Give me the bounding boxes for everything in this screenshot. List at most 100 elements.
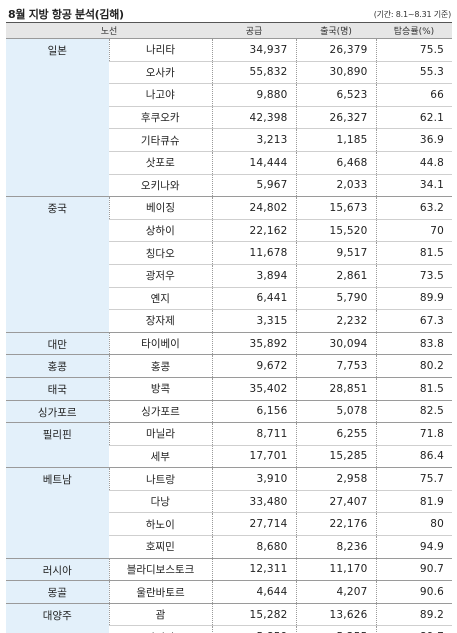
load-factor-cell: 83.8 <box>375 332 452 356</box>
passengers-cell: 26,327 <box>295 106 376 130</box>
region-cell: 몽골 <box>6 580 109 604</box>
table-row: 삿포로 14,444 6,468 44.8 <box>6 151 452 175</box>
city-cell: 세부 <box>109 445 212 469</box>
city-cell: 다낭 <box>109 490 212 514</box>
city-cell: 오키나와 <box>109 174 212 198</box>
table-row: 나고야 9,880 6,523 66 <box>6 83 452 107</box>
supply-cell: 3,894 <box>211 264 296 288</box>
supply-cell: 15,282 <box>211 603 296 627</box>
load-factor-cell: 55.3 <box>375 61 452 85</box>
passengers-cell: 15,520 <box>295 219 376 243</box>
passengers-cell: 15,285 <box>295 445 376 469</box>
table-row: 오사카 55,832 30,890 55.3 <box>6 61 452 85</box>
region-cell: 대만 <box>6 332 109 356</box>
passengers-cell: 6,468 <box>295 151 376 175</box>
table-row: 대만 타이베이 35,892 30,094 83.8 <box>6 332 452 356</box>
table-row: 대양주 괌 15,282 13,626 89.2 <box>6 603 452 633</box>
supply-cell: 27,714 <box>211 512 296 537</box>
load-factor-cell: 71.8 <box>375 422 452 446</box>
load-factor-cell: 66 <box>375 83 452 107</box>
city-cell: 상하이 <box>109 219 212 243</box>
supply-cell: 3,315 <box>211 309 296 333</box>
supply-cell: 33,480 <box>211 490 296 514</box>
table-row: 하노이 27,714 22,176 80 <box>6 512 452 537</box>
table-row: 태국 방콕 35,402 28,851 81.5 <box>6 377 452 401</box>
supply-cell: 5,967 <box>211 174 296 198</box>
city-cell: 타이베이 <box>108 332 212 356</box>
city-cell: 나고야 <box>109 83 212 107</box>
passengers-cell: 5,790 <box>295 287 376 311</box>
passengers-cell: 9,517 <box>295 241 376 265</box>
page-title: 8월 지방 항공 분석(김해) <box>8 8 124 21</box>
city-cell: 괌 <box>108 603 212 627</box>
table-row: 일본 나리타 34,937 26,379 75.5 <box>6 38 452 198</box>
header-load-factor: 탑승률(%) <box>376 22 452 39</box>
table-row: 칭다오 11,678 9,517 81.5 <box>6 241 452 265</box>
load-factor-cell: 80 <box>375 512 452 537</box>
region-cell: 필리핀 <box>6 422 109 469</box>
city-cell: 블라디보스토크 <box>108 558 212 582</box>
supply-cell: 11,678 <box>211 241 296 265</box>
supply-cell: 55,832 <box>211 61 296 85</box>
table-row: 호찌민 8,680 8,236 94.9 <box>6 535 452 559</box>
supply-cell: 22,162 <box>211 219 296 243</box>
passengers-cell: 8,236 <box>295 535 376 559</box>
passengers-cell: 2,232 <box>295 309 376 333</box>
table-row: 사이판5,8595,25589.7 <box>6 625 452 633</box>
passengers-cell: 6,523 <box>295 83 376 107</box>
passengers-cell: 5,078 <box>295 400 376 424</box>
load-factor-cell: 81.5 <box>375 377 452 401</box>
region-cell: 홍콩 <box>6 354 109 378</box>
passengers-cell: 1,185 <box>295 128 376 152</box>
supply-cell: 8,711 <box>211 422 296 446</box>
table-row: 옌지 6,441 5,790 89.9 <box>6 287 452 311</box>
table-row: 상하이 22,162 15,520 70 <box>6 219 452 243</box>
supply-cell: 9,880 <box>211 83 296 107</box>
supply-cell: 9,672 <box>211 354 296 378</box>
passengers-cell: 26,379 <box>295 38 376 62</box>
load-factor-cell: 94.9 <box>375 535 452 559</box>
region-cell: 대양주 <box>6 603 109 633</box>
city-cell: 옌지 <box>109 287 212 311</box>
load-factor-cell: 63.2 <box>375 196 452 220</box>
supply-cell: 14,444 <box>211 151 296 175</box>
table-row: 홍콩 홍콩 9,672 7,753 80.2 <box>6 354 452 378</box>
passengers-cell: 4,207 <box>295 580 376 604</box>
supply-cell: 17,701 <box>211 445 296 469</box>
city-cell: 오사카 <box>109 61 212 85</box>
passengers-cell: 7,753 <box>295 354 376 378</box>
load-factor-cell: 44.8 <box>375 151 452 175</box>
route-table: 노선 공급 출국(명) 탑승률(%) 일본 나리타 34,937 26,379 75.5… <box>6 22 452 633</box>
passengers-cell: 5,255 <box>295 625 376 633</box>
supply-cell: 35,402 <box>211 377 296 401</box>
table-header: 노선 공급 출국(명) 탑승률(%) <box>6 22 452 39</box>
table-row: 필리핀 마닐라 8,711 6,255 71.8 <box>6 422 452 469</box>
load-factor-cell: 67.3 <box>375 309 452 333</box>
city-cell: 삿포로 <box>109 151 212 175</box>
table-body: 일본 나리타 34,937 26,379 75.5 오사카 55,832 30,890 55.3… <box>6 38 452 633</box>
region-cell: 중국 <box>6 196 109 333</box>
city-cell: 마닐라 <box>108 422 212 446</box>
load-factor-cell: 86.4 <box>375 445 452 469</box>
city-cell: 하노이 <box>109 512 212 537</box>
table-row: 싱가포르 싱가포르 6,156 5,078 82.5 <box>6 400 452 424</box>
passengers-cell: 30,890 <box>295 61 376 85</box>
passengers-cell: 30,094 <box>295 332 376 356</box>
passengers-cell: 22,176 <box>295 512 376 537</box>
supply-cell: 4,644 <box>211 580 296 604</box>
city-cell: 기타큐슈 <box>109 128 212 152</box>
supply-cell: 35,892 <box>211 332 296 356</box>
load-factor-cell: 89.2 <box>375 603 452 627</box>
supply-cell: 3,910 <box>211 467 296 491</box>
region-cell: 싱가포르 <box>6 400 109 424</box>
region-cell: 베트남 <box>6 467 109 559</box>
load-factor-cell: 73.5 <box>375 264 452 288</box>
supply-cell: 24,802 <box>211 196 296 220</box>
passengers-cell: 2,861 <box>295 264 376 288</box>
load-factor-cell: 70 <box>375 219 452 243</box>
load-factor-cell: 82.5 <box>375 400 452 424</box>
load-factor-cell: 89.9 <box>375 287 452 311</box>
table-row: 후쿠오카 42,398 26,327 62.1 <box>6 106 452 130</box>
city-cell: 장자제 <box>109 309 212 333</box>
